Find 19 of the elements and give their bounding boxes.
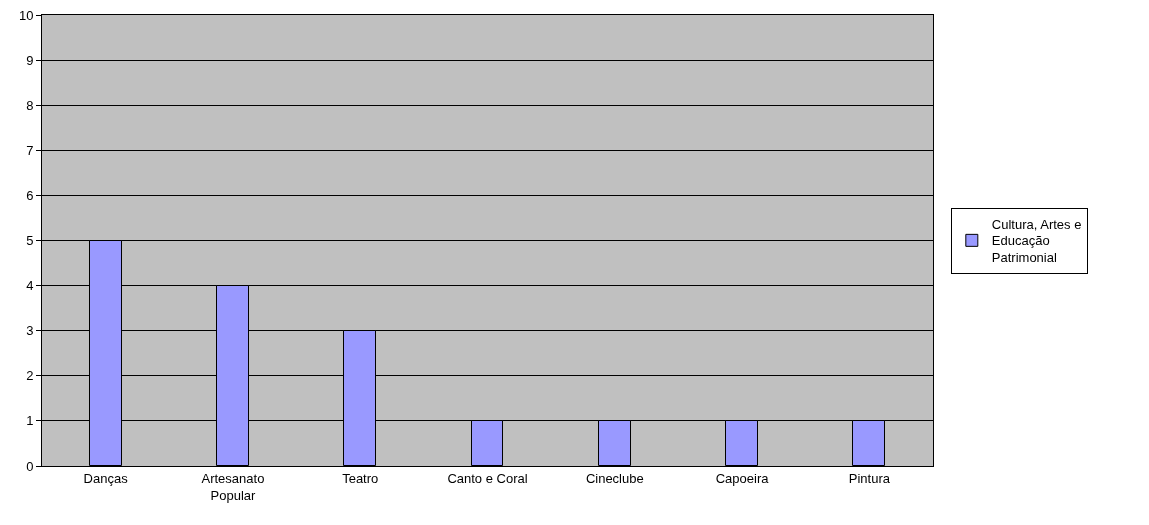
legend-label: Cultura, Artes e Educação Patrimonial	[991, 216, 1082, 266]
x-tick-label: Canto e Coral	[447, 470, 528, 486]
y-tick-label: 9	[26, 52, 34, 68]
x-tick-label: Pintura	[848, 470, 891, 486]
y-tick-label: 10	[18, 7, 34, 23]
y-tick-label: 3	[26, 323, 34, 339]
y-tick-label: 5	[26, 233, 34, 249]
y-tick-label: 2	[26, 368, 34, 384]
x-tick-label: Teatro	[342, 470, 379, 486]
y-tick-label: 8	[26, 97, 34, 113]
y-tick-label: 4	[26, 278, 34, 294]
y-tick-label: 7	[26, 142, 34, 158]
x-tick-label: Danças	[83, 470, 129, 486]
y-tick-label: 1	[26, 413, 34, 429]
x-tick-label: Artesanato Popular	[201, 470, 265, 503]
x-tick-label: Cineclube	[585, 470, 644, 486]
x-tick-label: Capoeira	[715, 470, 770, 486]
y-tick-label: 6	[26, 187, 34, 203]
y-tick-label: 0	[26, 458, 34, 474]
